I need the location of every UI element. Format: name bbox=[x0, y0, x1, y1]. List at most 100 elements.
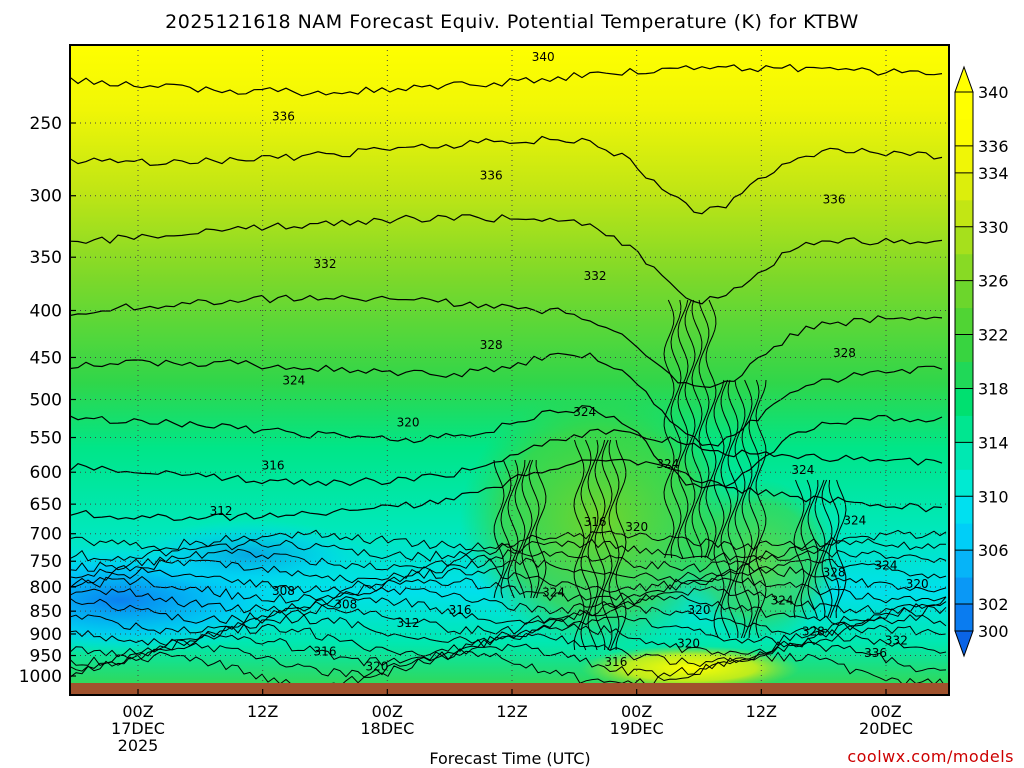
colorbar-segment bbox=[955, 577, 973, 605]
warm-surface-pool bbox=[580, 646, 800, 690]
contour-line-column bbox=[705, 299, 717, 559]
y-tick-label: 550 bbox=[30, 429, 62, 449]
contour-line-column bbox=[535, 459, 547, 599]
contour-line-column bbox=[493, 459, 505, 599]
y-tick-label: 300 bbox=[30, 187, 62, 207]
contour-line-312 bbox=[70, 458, 943, 522]
y-tick-label: 1000 bbox=[19, 667, 62, 687]
colorbar-label: 340 bbox=[978, 83, 1009, 102]
contour-line-column bbox=[663, 299, 675, 559]
contour-label: 316 bbox=[262, 459, 285, 473]
y-tick-label: 450 bbox=[30, 348, 62, 368]
colorbar-segment bbox=[955, 523, 973, 551]
colorbar-segment bbox=[955, 550, 973, 578]
contour-label: 332 bbox=[584, 269, 607, 283]
contour-line-low bbox=[70, 575, 947, 604]
x-tick-label: 20DEC bbox=[859, 719, 913, 738]
colorbar-segment bbox=[955, 226, 973, 255]
contour-line-low bbox=[70, 614, 947, 646]
contour-line-low bbox=[70, 585, 947, 615]
contour-label: 328 bbox=[833, 346, 856, 360]
contour-label: 324 bbox=[542, 585, 565, 599]
contour-line-328 bbox=[70, 294, 943, 389]
contour-line-low bbox=[70, 641, 947, 678]
x-tick-label: 12Z bbox=[496, 702, 527, 721]
contour-line-column bbox=[720, 379, 732, 639]
colorbar-label: 302 bbox=[978, 595, 1009, 614]
y-tick-label: 750 bbox=[30, 552, 62, 572]
x-tick-label: 12Z bbox=[247, 702, 278, 721]
contour-line-column bbox=[608, 439, 620, 651]
plot-frame bbox=[69, 44, 950, 696]
colorbar-segment bbox=[955, 92, 973, 120]
colorbar: 300 302 306 310 314 318 322 326 330 334 336 340 bbox=[954, 65, 1009, 658]
contour-label: 320 bbox=[365, 660, 388, 674]
contour-line-column bbox=[580, 439, 592, 651]
contour-label: 320 bbox=[625, 520, 648, 534]
contour-line-column bbox=[594, 439, 606, 651]
colorbar-label: 310 bbox=[978, 487, 1009, 506]
colorbar-label: 314 bbox=[978, 433, 1009, 452]
chart-title: 2025121618 NAM Forecast Equiv. Potential… bbox=[165, 11, 859, 33]
colorbar-segment bbox=[955, 280, 973, 309]
contour-line-column bbox=[698, 299, 710, 559]
contour-label: 320 bbox=[397, 416, 420, 430]
x-tick-label: 19DEC bbox=[610, 719, 664, 738]
contour-line-low bbox=[70, 529, 947, 551]
y-tick-label: 350 bbox=[30, 248, 62, 268]
colorbar-segment bbox=[955, 253, 973, 282]
contour-label: 340 bbox=[532, 50, 555, 64]
contour-label: 320 bbox=[906, 577, 929, 591]
contour-line-column bbox=[507, 459, 519, 599]
contour-label: 316 bbox=[449, 603, 472, 617]
field-area bbox=[70, 45, 949, 695]
colorbar-segment bbox=[955, 118, 973, 147]
contour-line-320 bbox=[70, 405, 943, 489]
contour-label: 316 bbox=[314, 644, 337, 658]
x-tick-label: 18DEC bbox=[360, 719, 414, 738]
colorbar-label: 334 bbox=[978, 164, 1009, 183]
x-axis-label: Forecast Time (UTC) bbox=[429, 749, 590, 768]
colorbar-bottom-arrow bbox=[954, 630, 974, 658]
contour-label: 328 bbox=[823, 565, 846, 579]
contour-line-column bbox=[500, 459, 512, 599]
colorbar-label: 326 bbox=[978, 272, 1009, 291]
x-tick-label: 00Z bbox=[621, 702, 652, 721]
colorbar-segment bbox=[955, 361, 973, 389]
colorbar-segment bbox=[955, 442, 973, 470]
ground-layer bbox=[70, 683, 949, 695]
contour-line-column bbox=[741, 379, 753, 639]
contour-line-column bbox=[691, 299, 703, 559]
contour-label: 332 bbox=[314, 257, 337, 271]
contour-label: 320 bbox=[677, 637, 700, 651]
contour-line-324 bbox=[70, 352, 943, 447]
y-tick-label: 950 bbox=[30, 647, 62, 667]
contour-line-336 bbox=[70, 135, 943, 215]
contour-line-column bbox=[573, 439, 585, 651]
contour-line-column bbox=[677, 299, 689, 559]
contour-line-340 bbox=[70, 63, 943, 97]
contour-label: 312 bbox=[397, 616, 420, 630]
contour-label: 324 bbox=[282, 374, 305, 388]
colorbar-segment bbox=[955, 199, 973, 228]
colorbar-label: 322 bbox=[978, 326, 1009, 345]
colorbar-segment bbox=[955, 172, 973, 201]
y-tick-label: 900 bbox=[30, 625, 62, 645]
credit-text: coolwx.com/models bbox=[847, 747, 1014, 766]
y-tick-label: 650 bbox=[30, 495, 62, 515]
contour-line-316 bbox=[70, 428, 943, 487]
y-tick-label: 250 bbox=[30, 114, 62, 134]
colorbar-segment bbox=[955, 334, 973, 362]
contour-line-column bbox=[748, 379, 760, 639]
contour-label: 324 bbox=[771, 594, 794, 608]
contour-label: 328 bbox=[480, 338, 503, 352]
contour-label: 324 bbox=[791, 463, 814, 477]
contour-line-column bbox=[821, 479, 833, 619]
contour-line-column bbox=[615, 439, 627, 651]
contour-line-column bbox=[793, 479, 805, 619]
contour-line-column bbox=[670, 299, 682, 559]
contour-label: 332 bbox=[885, 634, 908, 648]
colorbar-segment bbox=[955, 388, 973, 416]
contour-line-low bbox=[70, 604, 947, 636]
